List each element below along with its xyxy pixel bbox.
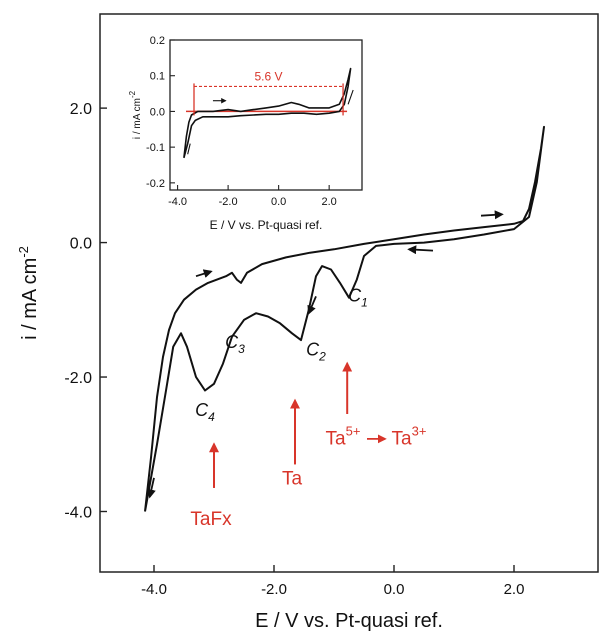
annotation-text: Ta xyxy=(282,469,303,490)
scan-direction-arrow xyxy=(195,269,213,278)
inset-scan-tick xyxy=(187,143,191,155)
inset-scan-tick xyxy=(347,89,354,105)
species-label: Ta3+ xyxy=(392,423,427,449)
inset-y-axis-label: i / mA cm-2 xyxy=(128,90,143,139)
y-tick-label: -4.0 xyxy=(64,504,92,521)
y-axis-label-superscript: -2 xyxy=(16,246,31,258)
annotation-superscript: 3+ xyxy=(412,423,427,438)
inset-y-tick-label: -0.2 xyxy=(146,178,165,190)
scan-direction-arrow xyxy=(480,210,504,220)
annotation-text: C xyxy=(225,332,239,352)
inset-x-tick-label: 2.0 xyxy=(322,196,337,208)
x-axis-label: E / V vs. Pt-quasi ref. xyxy=(255,610,443,632)
inset-y-axis-label-superscript: -2 xyxy=(128,90,137,98)
inset-x-axis-label: E / V vs. Pt-quasi ref. xyxy=(210,218,323,232)
inset-y-tick-label: 0.2 xyxy=(150,35,165,47)
y-tick-label: 2.0 xyxy=(70,101,92,118)
y-axis-label: i / mA cm-2 xyxy=(16,246,41,340)
y-axis-label-text: i / mA cm xyxy=(19,258,41,340)
inset-x-tick-label: 0.0 xyxy=(271,196,286,208)
annotation-subscript: 1 xyxy=(361,296,368,310)
cv-curve xyxy=(144,125,545,512)
peak-label: C3 xyxy=(225,332,245,356)
annotation-text: C xyxy=(195,400,209,420)
annotation-text: Ta xyxy=(392,428,413,449)
x-tick-label: 0.0 xyxy=(384,581,405,598)
inset-cv-curve xyxy=(183,67,352,159)
peak-label: C1 xyxy=(348,286,368,310)
scan-direction-arrow xyxy=(407,245,434,255)
inset-y-tick-label: 0.0 xyxy=(150,106,165,118)
y-tick-label: -2.0 xyxy=(64,370,92,387)
inset-y-tick-label: 0.1 xyxy=(150,71,165,83)
inset-y-axis-label-text: i / mA cm xyxy=(132,98,143,139)
y-tick-label: 0.0 xyxy=(70,236,92,253)
annotation-subscript: 4 xyxy=(208,410,215,424)
species-label: Ta xyxy=(282,469,303,490)
scan-direction-arrow xyxy=(146,477,156,499)
species-label: Ta5+ xyxy=(326,423,361,449)
peak-label: C2 xyxy=(306,340,326,364)
annotation-text: C xyxy=(348,286,362,306)
species-label: TaFx xyxy=(190,509,232,530)
plot-frame xyxy=(99,13,599,573)
peak-label: C4 xyxy=(195,400,215,424)
inset-y-tick-label: -0.1 xyxy=(146,142,165,154)
x-tick-label: 2.0 xyxy=(504,581,525,598)
annotation-subscript: 3 xyxy=(238,342,245,356)
annotation-text: TaFx xyxy=(190,509,232,530)
window-width-label: 5.6 V xyxy=(255,69,283,83)
x-tick-label: -4.0 xyxy=(141,581,167,598)
inset-x-tick-label: -4.0 xyxy=(168,196,187,208)
annotation-text: Ta xyxy=(326,428,347,449)
scan-direction-arrow xyxy=(307,296,317,315)
annotation-subscript: 2 xyxy=(318,350,326,364)
inset-x-tick-label: -2.0 xyxy=(219,196,238,208)
inset-chart: -4.0 -2.0 0.0 2.0 -0.2 -0.1 0.0 0.1 0.2 E / V vs.… xyxy=(128,35,363,232)
annotation-text: C xyxy=(306,340,320,360)
x-tick-label: -2.0 xyxy=(261,581,287,598)
annotation-superscript: 5+ xyxy=(346,423,361,438)
